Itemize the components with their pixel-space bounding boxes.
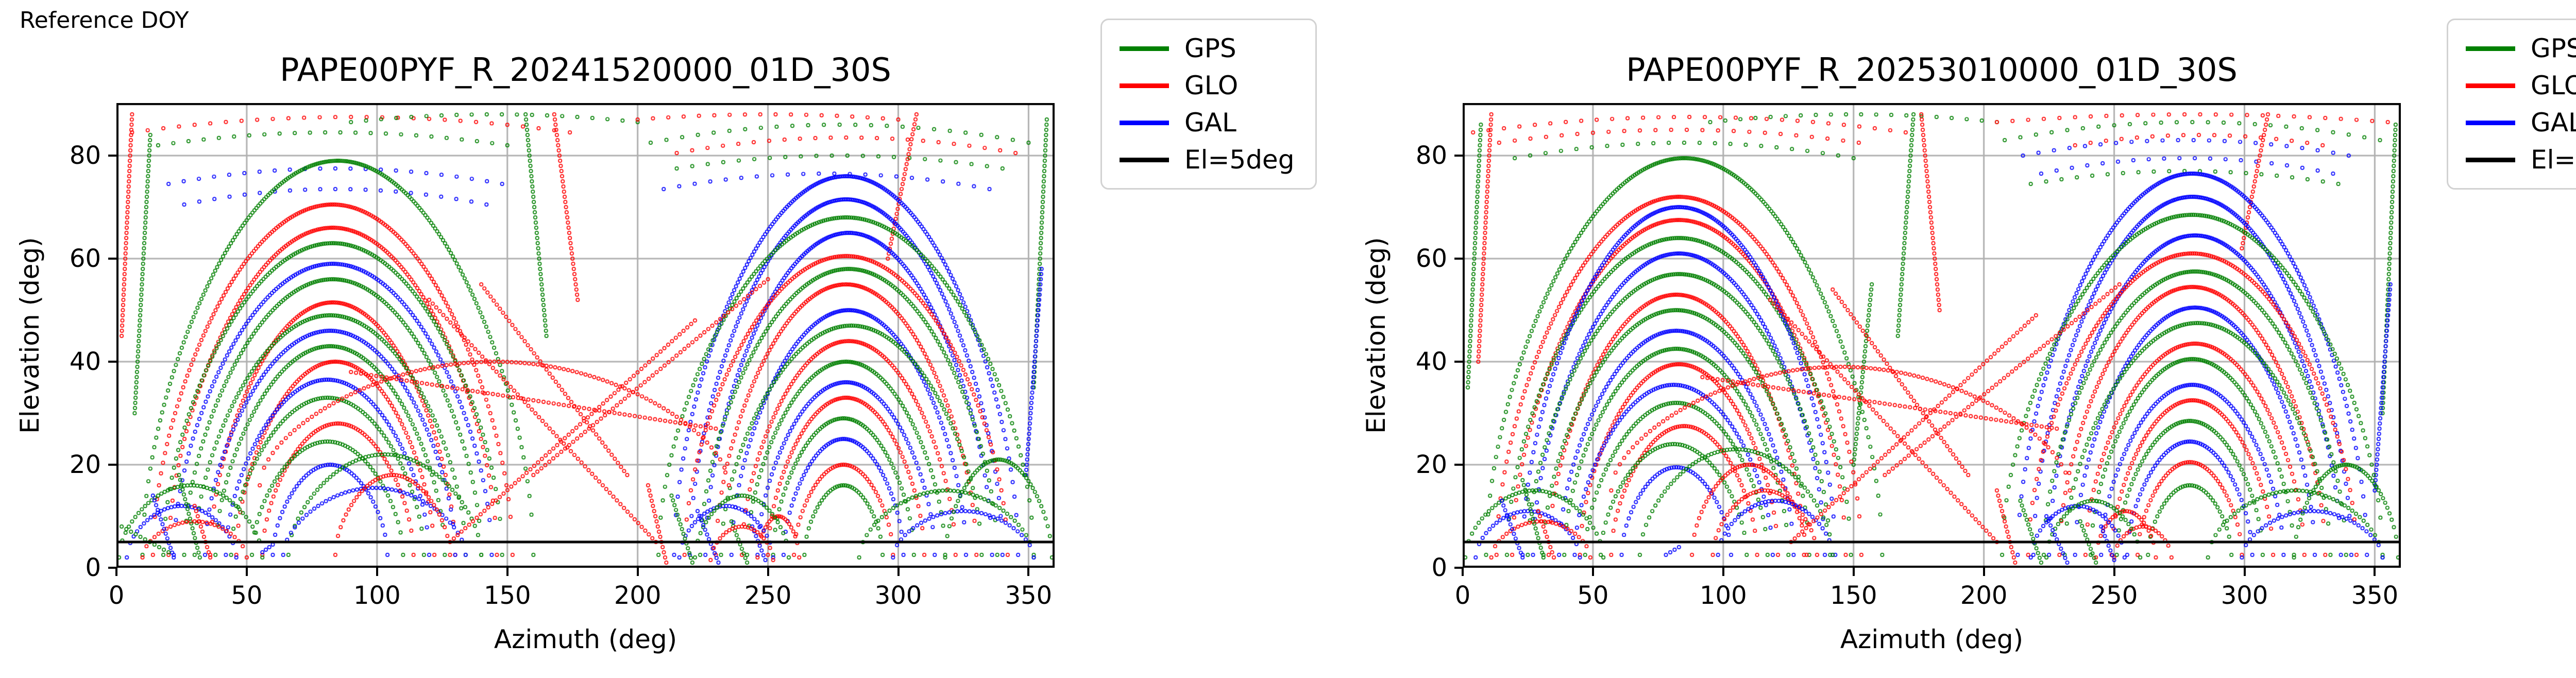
legend-line-sample [1120,46,1169,51]
legend-line-sample [1120,120,1169,125]
y-tick-mark [108,567,116,569]
x-tick-label: 250 [2090,581,2138,610]
y-tick-label: 0 [85,553,101,582]
x-tick-mark [1722,568,1724,576]
x-tick-mark [506,568,509,576]
y-tick-mark [1454,155,1463,157]
x-tick-mark [1462,568,1464,576]
x-tick-label: 200 [1960,581,2008,610]
y-tick-label: 20 [69,450,101,479]
legend-label: El=5deg [1184,145,1295,175]
legend-label: GPS [1184,33,1236,63]
y-tick-label: 40 [69,347,101,376]
chart-left: PAPE00PYF_R_20241520000_01D_30S Azimuth … [15,19,1317,654]
legend-label: GLO [1184,71,1239,100]
x-tick-mark [897,568,900,576]
x-tick-label: 300 [2221,581,2268,610]
legend-line-sample [2466,83,2515,88]
y-tick-label: 60 [1415,244,1447,273]
x-tick-label: 100 [353,581,401,610]
y-tick-mark [108,464,116,466]
y-tick-label: 80 [1415,141,1447,170]
legend-row: GAL [1120,110,1298,135]
chart-title: PAPE00PYF_R_20241520000_01D_30S [280,51,891,89]
x-tick-mark [245,568,248,576]
x-tick-mark [1852,568,1855,576]
legend-line-sample [1120,83,1169,88]
x-axis-label: Azimuth (deg) [494,624,677,654]
y-tick-label: 60 [69,244,101,273]
x-tick-label: 350 [1005,581,1053,610]
y-tick-mark [108,258,116,260]
y-tick-label: 80 [69,141,101,170]
legend-row: GPS [1120,36,1298,61]
x-tick-label: 150 [483,581,531,610]
x-tick-mark [2243,568,2246,576]
y-tick-mark [1454,258,1463,260]
y-tick-mark [1454,361,1463,363]
y-tick-mark [108,361,116,363]
chart-right: PAPE00PYF_R_20253010000_01D_30S Azimuth … [1346,0,2576,678]
legend-row: GLO [2466,73,2576,98]
legend-box: GPS GLO GAL El=5deg [1100,19,1317,190]
x-tick-label: 50 [231,581,263,610]
legend-box: GPS GLO GAL El=5deg [2447,19,2576,190]
x-tick-label: 300 [874,581,922,610]
y-tick-mark [1454,567,1463,569]
legend-label: GAL [2531,108,2576,138]
legend-line-sample [2466,120,2515,125]
x-tick-mark [2113,568,2115,576]
x-tick-label: 200 [614,581,662,610]
x-tick-mark [636,568,639,576]
x-tick-mark [1591,568,1594,576]
legend-line-sample [2466,157,2515,162]
y-tick-mark [1454,464,1463,466]
legend-label: El=5deg [2531,145,2576,175]
x-tick-label: 0 [108,581,125,610]
plot-canvas [116,103,1055,568]
legend-line-sample [2466,46,2515,51]
y-tick-label: 0 [1431,553,1447,582]
legend-line-sample [1120,157,1169,162]
y-tick-mark [108,155,116,157]
x-tick-mark [1027,568,1030,576]
x-tick-label: 250 [744,581,792,610]
x-tick-mark [767,568,769,576]
x-tick-mark [1982,568,1985,576]
x-tick-label: 350 [2351,581,2399,610]
x-axis-label: Azimuth (deg) [1840,624,2024,654]
x-tick-label: 100 [1700,581,1747,610]
plot-canvas [1463,103,2401,568]
legend-row: El=5deg [2466,147,2576,173]
y-tick-label: 40 [1415,347,1447,376]
x-tick-mark [376,568,378,576]
legend-label: GPS [2531,33,2576,63]
x-tick-label: 50 [1577,581,1609,610]
legend-label: GAL [1184,108,1236,138]
chart-title: PAPE00PYF_R_20253010000_01D_30S [1626,51,2238,89]
x-tick-mark [115,568,117,576]
legend-row: GAL [2466,110,2576,135]
x-tick-label: 150 [1829,581,1877,610]
legend-row: El=5deg [1120,147,1298,173]
legend-label: GLO [2531,71,2576,100]
x-tick-label: 0 [1454,581,1471,610]
legend-row: GLO [1120,73,1298,98]
y-tick-label: 20 [1415,450,1447,479]
x-tick-mark [2374,568,2376,576]
reference-doy-label: Reference DOY [20,7,189,33]
legend-row: GPS [2466,36,2576,61]
